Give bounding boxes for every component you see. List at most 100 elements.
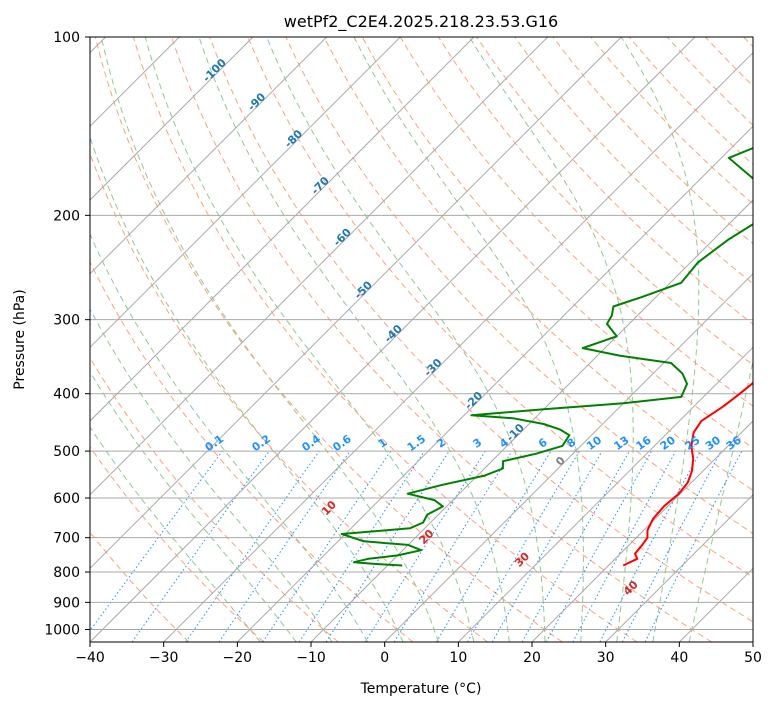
x-tick-label: −20 xyxy=(223,650,253,666)
dry-adiabat-line xyxy=(590,37,753,205)
x-tick-label: 30 xyxy=(597,650,615,666)
moist-adiabat-line xyxy=(90,370,297,642)
isotherm-line xyxy=(605,493,753,642)
isotherm-line xyxy=(90,37,254,201)
isotherm-line xyxy=(90,37,401,349)
moist-adiabat-line xyxy=(620,37,700,642)
isotherm-label: -90 xyxy=(245,90,268,113)
mixing-ratio-label: 20 xyxy=(658,433,678,453)
pressure-gridlines xyxy=(90,37,753,630)
mixing-ratio-label: 13 xyxy=(611,434,631,453)
isotherm-label: -40 xyxy=(382,322,405,345)
mixing-ratio-label: 6 xyxy=(536,436,550,451)
y-tick-label: 200 xyxy=(53,208,80,224)
y-tick-label: 600 xyxy=(53,491,80,507)
isotherm-line xyxy=(457,346,753,642)
dry-adiabat-label: 10 xyxy=(319,498,339,518)
moist-adiabats xyxy=(90,37,753,642)
mixing-ratio-line xyxy=(325,450,450,642)
dry-adiabat-line xyxy=(666,37,753,126)
dry-adiabat-line xyxy=(704,37,753,87)
x-tick-label: 50 xyxy=(744,650,762,666)
isotherm-label: -80 xyxy=(282,127,305,150)
dry-adiabat-label: 30 xyxy=(512,549,532,569)
dry-adiabat-line xyxy=(514,37,753,285)
moist-adiabat-line xyxy=(144,37,475,642)
mixing-ratio-line xyxy=(435,450,552,642)
dry-adiabat-line xyxy=(552,37,753,245)
isotherm-line xyxy=(90,37,549,496)
dry-adiabat-line xyxy=(90,356,339,642)
isotherm-label: -60 xyxy=(331,226,354,249)
mixing-ratio-line xyxy=(298,450,425,642)
mixing-ratio-line xyxy=(572,450,677,642)
isotherm-line xyxy=(678,567,753,642)
mixing-ratio-line xyxy=(599,450,701,642)
chart-title: wetPf2_C2E4.2025.218.23.53.G16 xyxy=(284,12,558,32)
y-tick-label: 100 xyxy=(53,30,80,46)
plot-area: 0.1 0.2 0.4 0.6 1 1.5 2 3 4 6 8 10 13 16 20 25 30 36-100-… xyxy=(90,37,753,642)
y-tick-label: 900 xyxy=(53,595,80,611)
mixing-ratio-label: 36 xyxy=(724,433,744,453)
isotherm-line xyxy=(90,37,696,642)
isotherms xyxy=(90,37,753,642)
dry-adiabat-line xyxy=(247,37,753,578)
moist-adiabat-line xyxy=(90,426,261,642)
moist-adiabat-line xyxy=(266,37,546,642)
mixing-ratio-line xyxy=(545,450,653,642)
mixing-ratio-line xyxy=(90,450,223,632)
moist-adiabat-line xyxy=(90,135,404,642)
isotherm-line xyxy=(90,37,622,570)
mixing-ratio-line xyxy=(218,450,351,642)
y-tick-label: 700 xyxy=(53,531,80,547)
x-tick-label: 40 xyxy=(670,650,688,666)
dry-adiabat-line xyxy=(90,446,264,642)
isotherm-line xyxy=(310,199,753,642)
moist-adiabat-line xyxy=(353,37,584,642)
dry-adiabat-line xyxy=(476,37,753,325)
isotherm-line xyxy=(752,641,753,642)
dry-adiabat-line xyxy=(209,37,753,623)
isotherm-line xyxy=(531,420,753,642)
sounding-series xyxy=(340,146,753,567)
dewpoint-line xyxy=(340,146,753,567)
x-tick-label: −40 xyxy=(75,650,105,666)
isotherm-line xyxy=(90,37,475,422)
dry-adiabat-line xyxy=(323,37,753,491)
isotherm-line xyxy=(236,125,753,642)
y-tick-label: 800 xyxy=(53,565,80,581)
dry-adiabat-line xyxy=(90,260,414,642)
plot-frame xyxy=(89,36,754,643)
y-axis-ticks: 100 200 300 400 500 600 700 800 900 1000 xyxy=(44,30,90,638)
isotherm-label: -50 xyxy=(352,278,375,301)
dry-adiabat-line xyxy=(171,37,712,642)
moist-adiabat-line xyxy=(100,37,439,642)
mixing-ratio-line xyxy=(644,450,743,642)
dry-adiabat-line xyxy=(90,531,190,642)
dry-adiabat-line xyxy=(94,37,563,642)
isotherm-label: -10 xyxy=(504,421,527,444)
moist-adiabat-line xyxy=(90,308,333,642)
temperature-line xyxy=(622,381,753,567)
mixing-ratio-line xyxy=(393,450,513,642)
x-axis-ticks: −40 −30 −20 −10 0 10 20 30 40 50 xyxy=(75,642,762,666)
isotherm-label: -30 xyxy=(421,356,444,379)
moist-adiabat-line xyxy=(198,37,510,642)
mixing-ratio-label: 1 xyxy=(376,436,390,451)
x-tick-label: 0 xyxy=(380,650,389,666)
moist-adiabat-line xyxy=(688,358,753,642)
mixing-ratio-label: 3 xyxy=(471,436,485,451)
x-axis-label: Temperature (°C) xyxy=(360,681,482,697)
x-tick-label: 10 xyxy=(449,650,467,666)
isotherm-line xyxy=(90,37,328,275)
isotherm-label: -70 xyxy=(309,174,332,197)
dry-adiabat-line xyxy=(90,152,488,642)
y-tick-label: 1000 xyxy=(44,622,80,638)
y-tick-label: 500 xyxy=(53,444,80,460)
mixing-ratio-line xyxy=(521,450,630,642)
mixing-ratio-line xyxy=(262,450,392,642)
mixing-ratio-line xyxy=(185,450,320,642)
y-tick-label: 300 xyxy=(53,313,80,329)
y-axis-label: Pressure (hPa) xyxy=(12,289,28,389)
